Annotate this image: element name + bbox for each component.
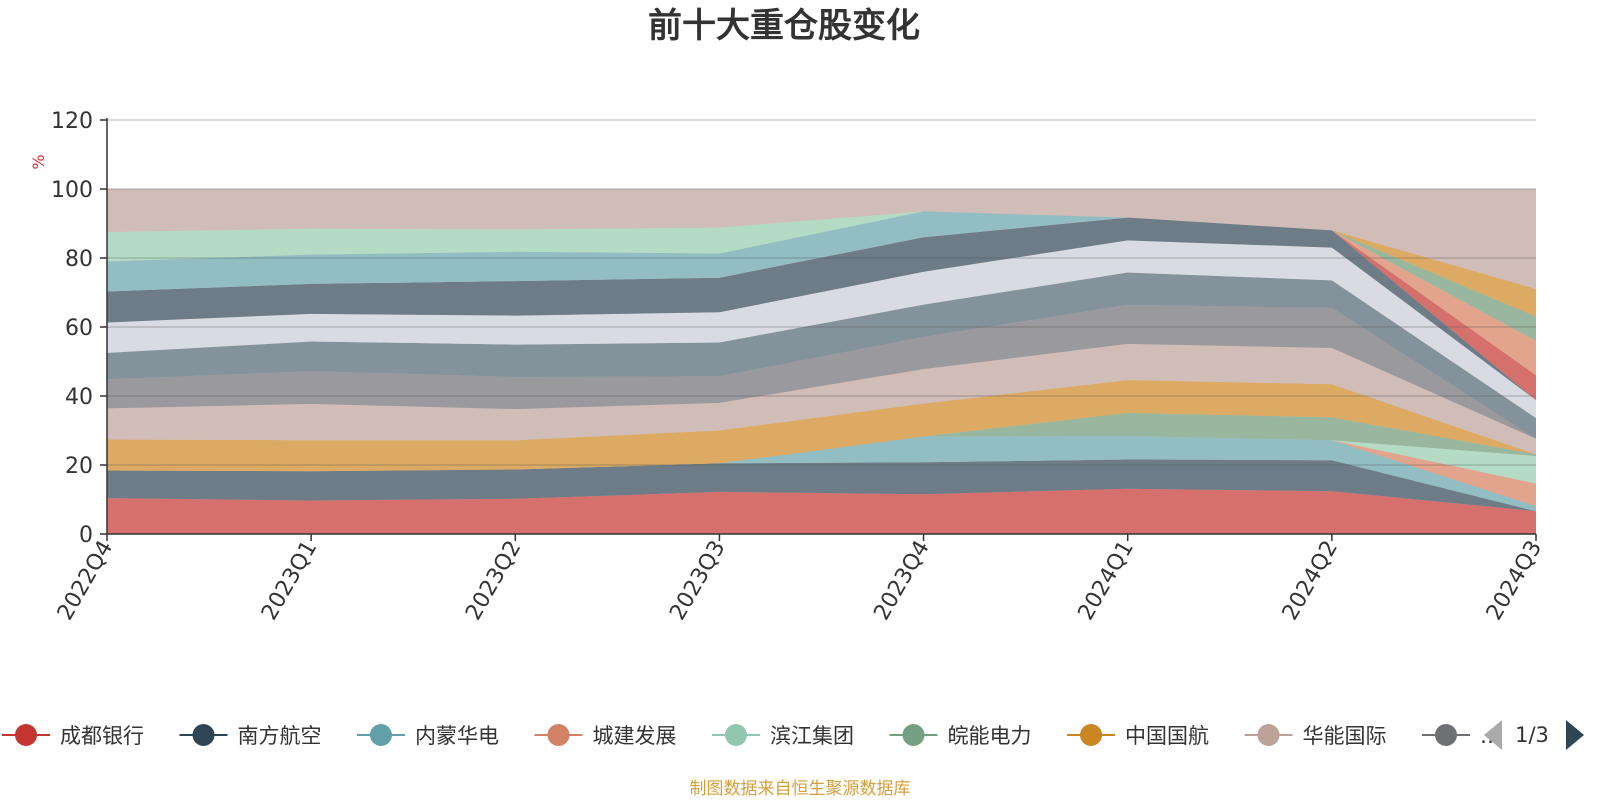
legend-item[interactable]: 城建发展 bbox=[534, 724, 677, 748]
x-tick-label: 2023Q3 bbox=[665, 537, 730, 625]
x-tick-label: 2024Q3 bbox=[1482, 537, 1547, 625]
y-tick-label: 100 bbox=[51, 178, 93, 203]
x-tick-label: 2023Q2 bbox=[461, 537, 526, 625]
legend-marker-icon bbox=[15, 724, 37, 746]
legend-marker-icon bbox=[1080, 724, 1102, 746]
x-tick-label: 2024Q1 bbox=[1074, 537, 1139, 625]
area-series-12[interactable] bbox=[107, 217, 1536, 401]
area-series-7[interactable] bbox=[107, 380, 1536, 472]
legend-item[interactable]: 成都银行 bbox=[2, 724, 144, 748]
legend-marker-icon bbox=[902, 724, 925, 746]
y-tick-label: 40 bbox=[65, 385, 93, 410]
y-tick-label: 20 bbox=[65, 454, 93, 479]
legend-marker-icon bbox=[547, 724, 570, 746]
legend-marker-icon bbox=[370, 724, 392, 746]
source-note: 制图数据来自恒生聚源数据库 bbox=[690, 779, 911, 799]
legend-marker-icon bbox=[725, 724, 747, 746]
legend-item[interactable]: 滨江集团 bbox=[712, 724, 854, 748]
chart-title: 前十大重仓股变化 bbox=[648, 6, 920, 46]
x-tick-labels: 2022Q4 2023Q1 2023Q2 2023Q3 2023Q4 2024Q1 2024… bbox=[53, 537, 1547, 625]
legend-label: 城建发展 bbox=[593, 724, 677, 748]
y-tick-label: 60 bbox=[65, 316, 93, 341]
area-series-10[interactable] bbox=[107, 272, 1536, 439]
legend-label: 南方航空 bbox=[238, 724, 322, 748]
y-axis-unit: % bbox=[29, 154, 48, 169]
legend-item[interactable]: 华能国际 bbox=[1244, 724, 1387, 748]
area-series-6[interactable] bbox=[107, 412, 1536, 472]
area-series-group bbox=[107, 211, 1536, 534]
area-series-8[interactable] bbox=[107, 343, 1536, 455]
gridlines bbox=[107, 119, 1536, 466]
area-series-9[interactable] bbox=[107, 304, 1536, 439]
area-series-13[interactable] bbox=[107, 211, 1536, 401]
legend[interactable]: 成都银行南方航空内蒙华电城建发展滨江集团皖能电力中国国航华能国际… bbox=[2, 724, 1501, 748]
legend-label: 华能国际 bbox=[1303, 724, 1387, 748]
legend-item[interactable]: 中国国航 bbox=[1067, 724, 1209, 748]
axes bbox=[100, 118, 1537, 541]
legend-page-indicator: 1/3 bbox=[1515, 723, 1549, 747]
y-tick-label: 120 bbox=[51, 109, 93, 134]
legend-pager: 1/3 bbox=[1484, 720, 1584, 750]
x-tick-label: 2023Q1 bbox=[257, 537, 322, 625]
legend-next-icon[interactable] bbox=[1566, 720, 1584, 750]
legend-marker-icon bbox=[1435, 724, 1457, 746]
y-tick-label: 0 bbox=[79, 523, 93, 548]
area-series-11[interactable] bbox=[107, 240, 1536, 419]
y-tick-label: 80 bbox=[65, 247, 93, 272]
x-tick-label: 2024Q2 bbox=[1278, 537, 1343, 625]
legend-item[interactable]: 皖能电力 bbox=[889, 724, 1032, 748]
legend-label: 成都银行 bbox=[60, 724, 144, 748]
x-tick-label: 2022Q4 bbox=[53, 537, 118, 625]
legend-label: 皖能电力 bbox=[948, 724, 1032, 748]
legend-item[interactable]: 内蒙华电 bbox=[357, 724, 499, 748]
area-series-2[interactable] bbox=[107, 459, 1536, 512]
area-series-3[interactable] bbox=[107, 436, 1536, 512]
legend-item[interactable]: 南方航空 bbox=[179, 724, 322, 748]
x-tick-label: 2023Q4 bbox=[869, 537, 934, 625]
legend-prev-icon[interactable] bbox=[1484, 720, 1502, 750]
legend-marker-icon bbox=[1257, 724, 1280, 746]
legend-label: 内蒙华电 bbox=[415, 724, 499, 748]
area-series-14[interactable] bbox=[107, 211, 1536, 401]
legend-label: 中国国航 bbox=[1125, 724, 1209, 748]
legend-marker-icon bbox=[192, 724, 215, 746]
legend-label: 滨江集团 bbox=[770, 724, 854, 748]
area-series-1[interactable] bbox=[107, 488, 1536, 534]
y-tick-labels: 0 20 40 60 80 100 120 bbox=[51, 109, 93, 548]
